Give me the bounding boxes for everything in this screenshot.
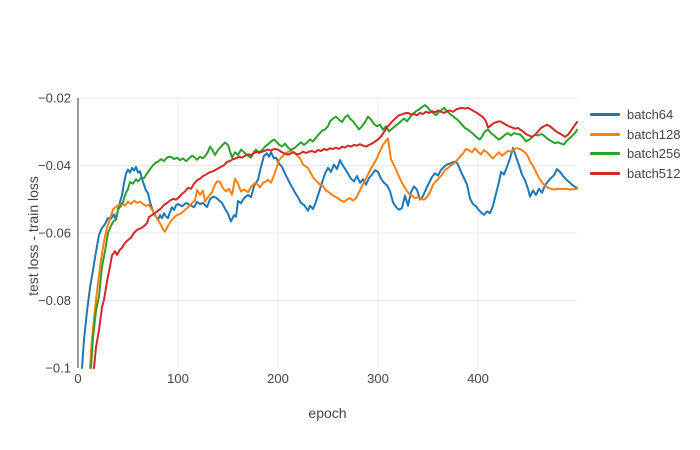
series-line-batch512 bbox=[93, 106, 578, 369]
legend-label: batch512 bbox=[627, 165, 681, 181]
y-tick-label: −0.02 bbox=[38, 91, 71, 106]
series-line-batch256 bbox=[90, 104, 578, 369]
series-line-batch64 bbox=[81, 146, 578, 369]
x-axis-title: epoch bbox=[308, 405, 347, 421]
legend-label: batch128 bbox=[627, 126, 681, 142]
legend: batch64 batch128 batch256 batch512 bbox=[590, 105, 681, 183]
legend-line-swatch bbox=[590, 132, 620, 136]
legend-line-swatch bbox=[590, 171, 620, 175]
legend-line-swatch bbox=[590, 152, 620, 156]
y-tick-label: −0.1 bbox=[45, 361, 71, 376]
legend-label: batch256 bbox=[627, 146, 681, 162]
legend-label: batch64 bbox=[627, 107, 674, 123]
y-tick-label: −0.08 bbox=[38, 293, 71, 308]
x-tick-label: 400 bbox=[467, 371, 489, 386]
y-axis-title: test loss - train loss bbox=[25, 176, 41, 296]
y-tick-label: −0.04 bbox=[38, 158, 71, 173]
y-tick-label: −0.06 bbox=[38, 226, 71, 241]
x-tick-label: 100 bbox=[167, 371, 189, 386]
x-tick-label: 300 bbox=[367, 371, 389, 386]
legend-item-batch128[interactable]: batch128 bbox=[590, 125, 681, 145]
legend-item-batch256[interactable]: batch256 bbox=[590, 144, 681, 164]
legend-item-batch64[interactable]: batch64 bbox=[590, 105, 681, 125]
series-line-batch128 bbox=[89, 137, 578, 369]
x-tick-label: 0 bbox=[74, 371, 81, 386]
x-tick-label: 200 bbox=[267, 371, 289, 386]
legend-line-swatch bbox=[590, 113, 620, 117]
legend-item-batch512[interactable]: batch512 bbox=[590, 164, 681, 184]
